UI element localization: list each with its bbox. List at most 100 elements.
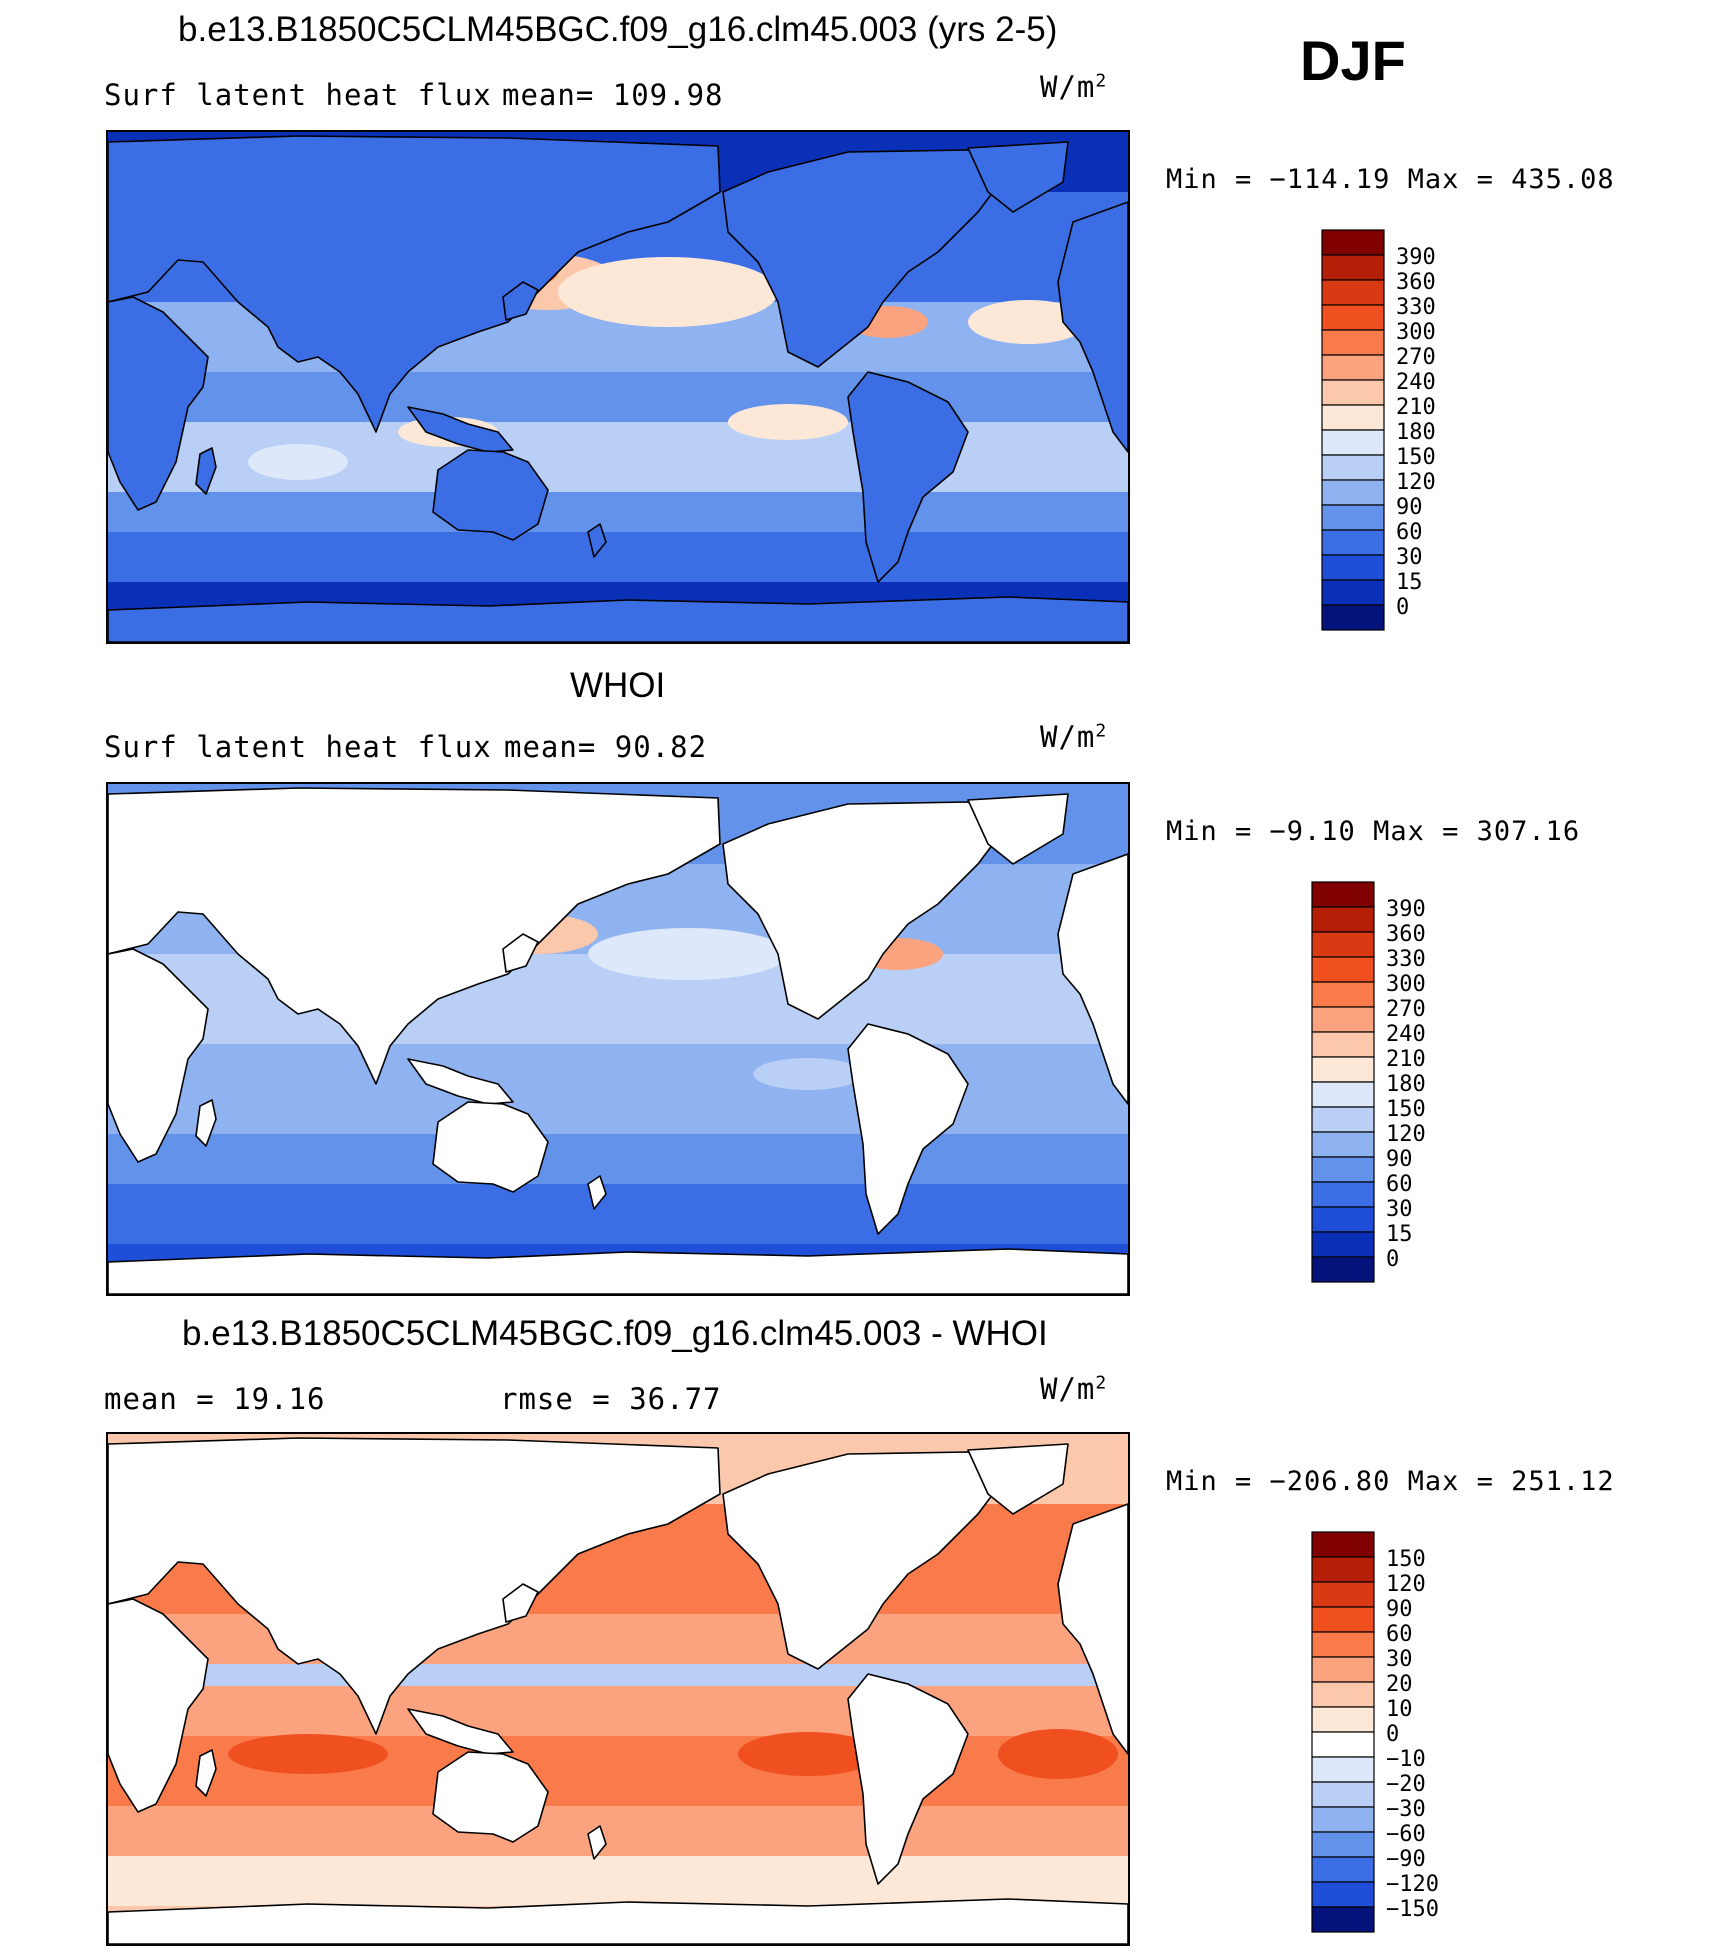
panel1-mean-label: mean= 109.98 [502,78,724,112]
panel2-colorbar-box-1 [1311,906,1375,933]
panel2-colorbar-label-11: 60 [1386,1172,1413,1197]
panel1-colorbar-box-13 [1321,554,1385,581]
panel2-units: W/m2 [1040,720,1108,754]
panel1-field-band [108,532,1128,582]
panel2-title: WHOI [570,666,666,705]
panel3-landmass-9 [847,1673,969,1885]
panel2-field-band [108,1134,1128,1184]
panel1-colorbar-box-14 [1321,579,1385,606]
panel3-colorbar-label-13: −120 [1386,1872,1439,1897]
panel3-landmass-6 [587,1825,607,1860]
panel2-colorbar-label-10: 90 [1386,1147,1413,1172]
panel1-colorbar-label-13: 15 [1396,570,1423,595]
panel3-colorbar-label-8: −10 [1386,1747,1426,1772]
panel2-colorbar-label-5: 240 [1386,1022,1426,1047]
panel2-landmass-6 [587,1175,607,1210]
panel3-colorbar-box-15 [1311,1906,1375,1933]
panel1-field-label: Surf latent heat flux [104,78,492,112]
panel3-colorbar-label-14: −150 [1386,1897,1439,1922]
panel3-colorbar-box-3 [1311,1606,1375,1633]
panel1-colorbar-label-5: 240 [1396,370,1436,395]
panel2-colorbar-label-4: 270 [1386,997,1426,1022]
season-label: DJF [1300,29,1406,92]
panel1-colorbar-label-10: 90 [1396,495,1423,520]
panel1-colorbar-label-12: 30 [1396,545,1423,570]
panel3-colorbar-label-1: 120 [1386,1572,1426,1597]
panel1-landmass-4 [407,406,514,453]
panel2-colorbar-label-9: 120 [1386,1122,1426,1147]
panel3-map-field [108,1434,1128,1944]
panel3-colorbar-label-6: 10 [1386,1697,1413,1722]
panel2-field-band [108,1044,1128,1134]
panel3-map [106,1432,1130,1946]
panel3-landmass-5 [432,1751,549,1843]
panel2-colorbar-box-14 [1311,1231,1375,1258]
panel2-landmass-10 [1057,853,1128,1105]
panel1-field-south-pacific [728,404,848,440]
panel3-colorbar-box-4 [1311,1631,1375,1658]
panel3-colorbar-box-0 [1311,1531,1375,1558]
panel3-colorbar-label-12: −90 [1386,1847,1426,1872]
panel3-landmass-1 [108,1598,209,1813]
panel1-colorbar-box-2 [1321,279,1385,306]
panel1-colorbar-label-3: 300 [1396,320,1436,345]
panel3-field-south-pacific-bias [738,1732,878,1776]
panel3-colorbar-label-10: −30 [1386,1797,1426,1822]
panel3-units: W/m2 [1040,1372,1108,1406]
panel3-landmass-8 [967,1443,1069,1515]
panel1-minmax: Min = −114.19 Max = 435.08 [1166,164,1615,195]
panel2-colorbar-label-2: 330 [1386,947,1426,972]
panel1-title: b.e13.B1850C5CLM45BGC.f09_g16.clm45.003 … [178,10,1058,49]
panel2-colorbar-box-5 [1311,1006,1375,1033]
panel1-colorbar-box-15 [1321,604,1385,631]
panel2-colorbar-box-11 [1311,1156,1375,1183]
panel3-colorbar-label-0: 150 [1386,1547,1426,1572]
panel1-colorbar-box-6 [1321,379,1385,406]
panel2-colorbar-box-12 [1311,1181,1375,1208]
panel3-colorbar-box-11 [1311,1806,1375,1833]
panel3-colorbar-label-5: 20 [1386,1672,1413,1697]
panel3-landmass-3 [502,1583,539,1623]
panel3-title: b.e13.B1850C5CLM45BGC.f09_g16.clm45.003 … [182,1314,1048,1353]
panel3-field-south-atlantic-bias [998,1729,1118,1779]
panel2-landmass-9 [847,1023,969,1235]
panel1-units: W/m2 [1040,70,1108,104]
panel2-landmass-1 [108,948,209,1163]
panel1-landmass-8 [967,141,1069,213]
panel1-landmass-6 [587,523,607,558]
panel1-landmass-9 [847,371,969,583]
panel2-colorbar-box-8 [1311,1081,1375,1108]
panel3-colorbar-box-12 [1311,1831,1375,1858]
panel2-colorbar-label-13: 15 [1386,1222,1413,1247]
panel2-colorbar-box-6 [1311,1031,1375,1058]
panel3-field-band [108,1686,1128,1736]
panel3-colorbar-label-2: 90 [1386,1597,1413,1622]
panel2-colorbar-box-15 [1311,1256,1375,1283]
panel2-colorbar-box-7 [1311,1056,1375,1083]
panel3-landmass-2 [195,1749,217,1797]
panel2-field-south-pacific [753,1058,863,1090]
panel3-colorbar-label-3: 60 [1386,1622,1413,1647]
panel2-colorbar-label-1: 360 [1386,922,1426,947]
panel1-colorbar-label-6: 210 [1396,395,1436,420]
panel2-minmax: Min = −9.10 Max = 307.16 [1166,816,1581,847]
panel2-colorbar-label-3: 300 [1386,972,1426,997]
panel1-colorbar-label-2: 330 [1396,295,1436,320]
panel1-colorbar-box-5 [1321,354,1385,381]
panel2-colorbar-box-0 [1311,881,1375,908]
panel1-field-north-pacific [558,257,778,327]
panel1-landmass-3 [502,281,539,321]
panel1-colorbar-box-9 [1321,454,1385,481]
panel1-colorbar-box-10 [1321,479,1385,506]
panel3-field-band [108,1806,1128,1856]
panel3-landmass-0 [108,1437,721,1735]
panel2-colorbar-box-3 [1311,956,1375,983]
panel3-field-band [108,1664,1128,1686]
panel3-colorbar-box-10 [1311,1781,1375,1808]
panel3-landmass-11 [108,1898,1128,1944]
panel1-landmass-1 [108,296,209,511]
panel3-colorbar-box-1 [1311,1556,1375,1583]
panel1-colorbar-label-9: 120 [1396,470,1436,495]
panel3-colorbar-box-2 [1311,1581,1375,1608]
panel3-landmass-10 [1057,1503,1128,1755]
